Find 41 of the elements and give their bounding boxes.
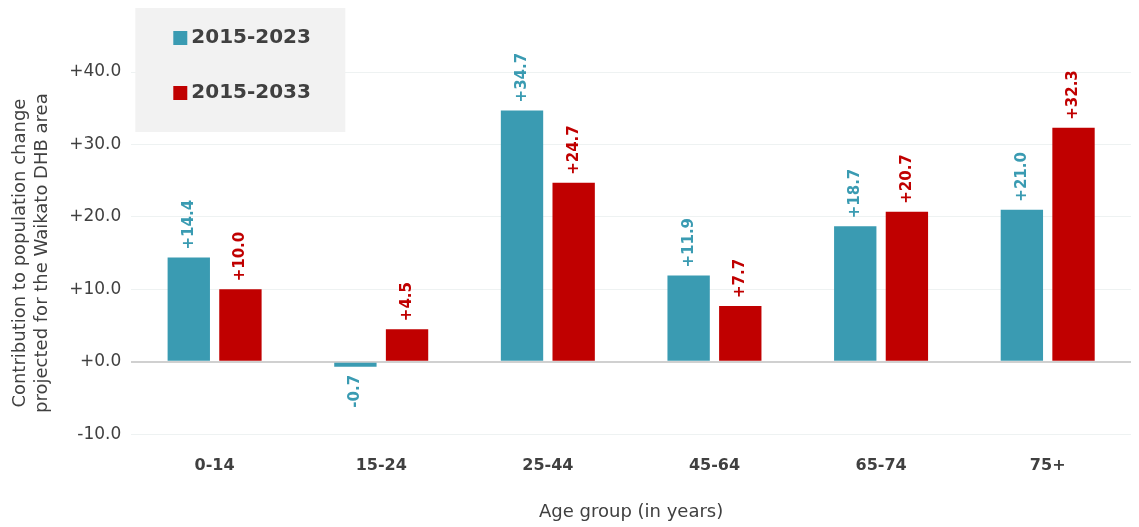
y-tick-label: -10.0 (77, 422, 122, 443)
text: projected for the Waikato DHB area (30, 93, 52, 413)
x-axis-title: Age group (in years) (539, 499, 724, 521)
x-tick-label: 75+ (1029, 454, 1066, 474)
x-tick-label: 65-74 (855, 454, 907, 474)
bar (834, 226, 877, 361)
bar (719, 305, 762, 361)
x-tick-label: 45-64 (688, 454, 741, 474)
x-tick-label: 15-24 (355, 454, 407, 474)
bar (500, 110, 544, 361)
bar (385, 329, 429, 361)
bar (219, 289, 262, 361)
legend-label: 2015-2023 (191, 24, 311, 49)
y-tick-label: +20.0 (69, 205, 122, 226)
bar (667, 275, 710, 361)
legend-label: 2015-2033 (191, 79, 311, 104)
data-label: -0.7 (345, 374, 364, 408)
bar (885, 211, 929, 361)
x-tick-label: 0-14 (194, 454, 235, 474)
data-label: +10.0 (230, 231, 249, 282)
data-label: +34.7 (511, 52, 530, 103)
data-label: +24.7 (563, 125, 582, 175)
data-label: +18.7 (845, 168, 864, 219)
data-label: +14.4 (178, 199, 197, 250)
data-label: +11.9 (678, 217, 697, 268)
data-label: +7.7 (730, 258, 749, 298)
bar (552, 182, 595, 361)
data-label: +21.0 (1011, 152, 1030, 202)
bar (1000, 209, 1044, 361)
bar (167, 257, 210, 361)
bar (1052, 127, 1095, 361)
y-tick-label: +0.0 (80, 350, 122, 371)
x-tick-label: 25-44 (522, 454, 574, 474)
text: Contribution to population change (8, 98, 30, 408)
y-tick-label: +30.0 (69, 132, 122, 153)
data-label: +4.5 (396, 282, 415, 322)
data-label: +32.3 (1063, 70, 1082, 120)
y-tick-label: +40.0 (69, 60, 122, 81)
bar (334, 362, 377, 367)
data-label: +20.7 (896, 154, 915, 204)
y-tick-label: +10.0 (69, 277, 122, 298)
